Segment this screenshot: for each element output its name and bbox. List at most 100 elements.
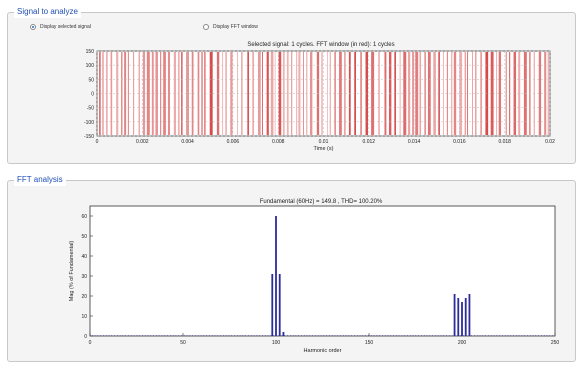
display-selected-signal-radio[interactable]: Display selected signal (30, 24, 91, 30)
fft-harmonic-bar (271, 274, 274, 336)
signal-pulse (110, 52, 113, 135)
fft-baseline-bar (365, 335, 366, 336)
fft-baseline-bar (426, 335, 428, 336)
fft-baseline-bar (409, 335, 411, 336)
signal-pulse (303, 52, 304, 135)
fft-baseline-bar (482, 335, 484, 336)
fft-baseline-bar (142, 335, 143, 336)
fft-baseline-bar (527, 335, 528, 336)
fft-baseline-bar (167, 335, 168, 336)
fft-baseline-bar (222, 335, 224, 336)
signal-y-tick-label: 100 (86, 63, 95, 69)
fft-baseline-bar (337, 335, 339, 336)
fft-harmonic-bar (468, 294, 471, 336)
fft-baseline-bar (262, 335, 263, 336)
signal-pulse (498, 52, 502, 135)
fft-baseline-bar (382, 335, 383, 336)
signal-panel-title: Signal to analyze (14, 6, 81, 18)
fft-baseline-bar (460, 335, 461, 336)
fft-baseline-bar (393, 335, 394, 336)
signal-y-tick-label: -150 (84, 134, 94, 140)
fft-baseline-bar (462, 335, 464, 336)
signal-x-tick-label: 0.016 (453, 139, 466, 145)
signal-pulse (138, 52, 140, 135)
signal-x-tick-label: 0 (96, 139, 99, 145)
display-fft-window-radio[interactable]: Display FFT window (203, 24, 258, 30)
fft-baseline-bar (326, 335, 327, 336)
signal-pulse (282, 52, 285, 135)
signal-pulse (394, 52, 396, 135)
fft-harmonic-bar (282, 332, 285, 336)
signal-pulse (518, 52, 521, 135)
signal-y-tick-label: 50 (88, 77, 94, 83)
radio-unchecked-icon (203, 24, 209, 30)
fft-baseline-bar (421, 335, 422, 336)
fft-baseline-bar (139, 335, 140, 336)
fft-baseline-bar (236, 335, 238, 336)
fft-baseline-bar (354, 335, 355, 336)
fft-baseline-bar (270, 335, 272, 336)
fft-baseline-bar (390, 335, 392, 336)
fft-harmonic-bar (457, 298, 460, 336)
signal-y-tick-label: 150 (86, 49, 95, 55)
fft-harmonic-bar (278, 274, 281, 336)
signal-x-tick-label: 0.012 (363, 139, 376, 145)
fft-baseline-bar (412, 335, 414, 336)
signal-pulse (459, 52, 463, 135)
fft-baseline-bar (97, 335, 99, 336)
fft-baseline-bar (264, 335, 266, 336)
fft-baseline-bar (175, 335, 177, 336)
fft-baseline-bar (496, 335, 498, 336)
fft-baseline-bar (239, 335, 241, 336)
fft-baseline-bar (351, 335, 353, 336)
fft-baseline-bar (529, 335, 531, 336)
fft-baseline-bar (228, 335, 230, 336)
fft-baseline-bar (345, 335, 347, 336)
signal-pulse (204, 52, 206, 135)
fft-baseline-bar (515, 335, 517, 336)
signal-pulse (167, 52, 170, 135)
signal-pulse (438, 52, 440, 135)
fft-baseline-bar (253, 335, 255, 336)
fft-baseline-bar (306, 335, 308, 336)
fft-baseline-bar (206, 335, 207, 336)
fft-baseline-bar (303, 335, 305, 336)
signal-y-tick-label: -50 (87, 106, 94, 112)
fft-baseline-bar (203, 335, 205, 336)
fft-baseline-bar (192, 335, 193, 336)
fft-baseline-bar (513, 335, 514, 336)
fft-baseline-bar (535, 335, 537, 336)
signal-pulse (496, 52, 498, 135)
fft-baseline-bar (189, 335, 191, 336)
fft-baseline-bar (329, 335, 330, 336)
fft-baseline-bar (281, 335, 283, 336)
fft-baseline-bar (323, 335, 325, 336)
fft-x-tick-label: 50 (180, 340, 186, 346)
fft-baseline-bar (217, 335, 219, 336)
signal-pulse (99, 52, 101, 135)
fft-baseline-bar (395, 335, 397, 336)
fft-baseline-bar (532, 335, 534, 336)
fft-baseline-bar (435, 335, 436, 336)
fft-plot-area (89, 205, 556, 337)
fft-baseline-bar (448, 335, 450, 336)
signal-pulse (403, 52, 407, 135)
signal-pulse (415, 52, 419, 135)
display-selected-signal-label: Display selected signal (40, 24, 91, 30)
signal-pulse (309, 52, 313, 135)
fft-baseline-bar (317, 335, 319, 336)
fft-baseline-bar (248, 335, 249, 336)
fft-baseline-bar (309, 335, 311, 336)
fft-baseline-bar (256, 335, 258, 336)
fft-baseline-bar (186, 335, 188, 336)
signal-pulse (472, 52, 473, 135)
fft-baseline-bar (200, 335, 202, 336)
fft-baseline-bar (111, 335, 113, 336)
fft-baseline-bar (295, 335, 297, 336)
fft-baseline-bar (415, 335, 417, 336)
fft-baseline-bar (91, 335, 93, 336)
fft-baseline-bar (158, 335, 160, 336)
fft-harmonic-bar (453, 294, 456, 336)
fft-baseline-bar (429, 335, 431, 336)
